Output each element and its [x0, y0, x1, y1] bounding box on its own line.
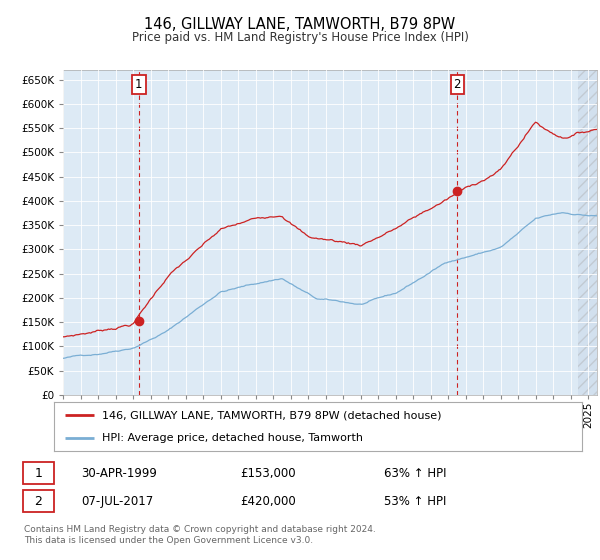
Text: 53% ↑ HPI: 53% ↑ HPI	[384, 494, 446, 508]
Text: 1: 1	[135, 78, 143, 91]
Text: HPI: Average price, detached house, Tamworth: HPI: Average price, detached house, Tamw…	[101, 433, 362, 443]
Text: 2: 2	[454, 78, 461, 91]
Text: £420,000: £420,000	[240, 494, 296, 508]
Text: 63% ↑ HPI: 63% ↑ HPI	[384, 466, 446, 480]
Text: Contains HM Land Registry data © Crown copyright and database right 2024.
This d: Contains HM Land Registry data © Crown c…	[24, 525, 376, 545]
Bar	[578, 70, 597, 395]
Text: 07-JUL-2017: 07-JUL-2017	[81, 494, 153, 508]
Text: Price paid vs. HM Land Registry's House Price Index (HPI): Price paid vs. HM Land Registry's House …	[131, 31, 469, 44]
Text: 30-APR-1999: 30-APR-1999	[81, 466, 157, 480]
Text: 146, GILLWAY LANE, TAMWORTH, B79 8PW: 146, GILLWAY LANE, TAMWORTH, B79 8PW	[145, 17, 455, 32]
Bar	[578, 70, 597, 395]
Text: 2: 2	[34, 494, 43, 508]
Text: £153,000: £153,000	[240, 466, 296, 480]
Text: 146, GILLWAY LANE, TAMWORTH, B79 8PW (detached house): 146, GILLWAY LANE, TAMWORTH, B79 8PW (de…	[101, 410, 441, 421]
Text: 1: 1	[34, 466, 43, 480]
